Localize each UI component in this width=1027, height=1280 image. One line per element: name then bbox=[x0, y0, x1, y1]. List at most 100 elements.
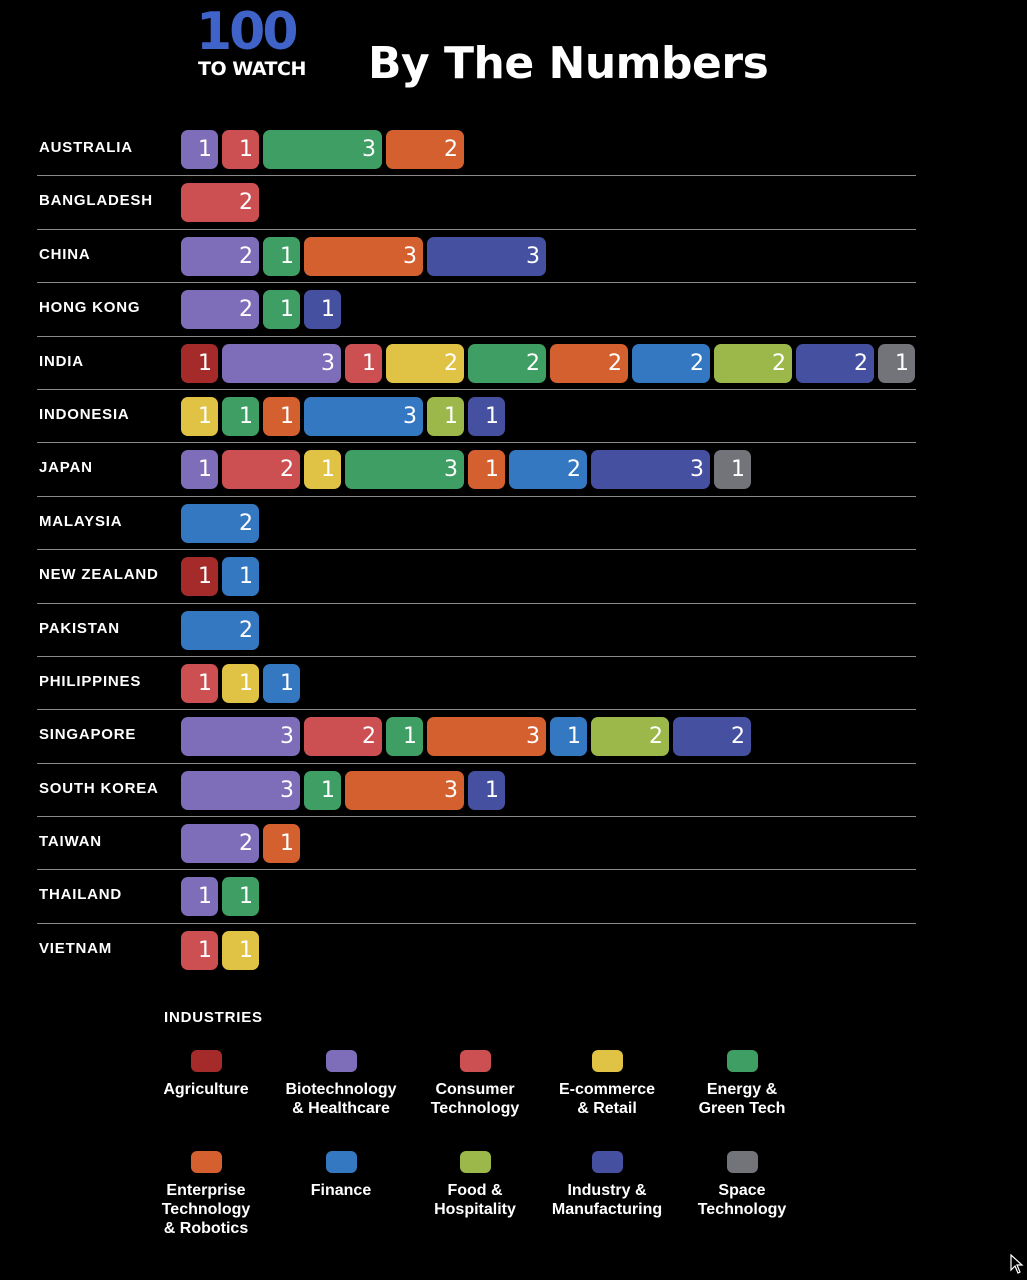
country-label: SOUTH KOREA bbox=[39, 779, 159, 797]
bar-food-hospitality: 1 bbox=[427, 396, 464, 436]
bar-value-label: 2 bbox=[444, 137, 458, 162]
country-label: CHINA bbox=[39, 245, 91, 263]
bar-value-label: 2 bbox=[362, 724, 376, 750]
bar-value-label: 1 bbox=[280, 670, 294, 696]
row-hong-kong: HONG KONG 2 1 1 bbox=[37, 283, 916, 337]
bar-biotechnology-healthcare: 2 bbox=[181, 824, 259, 864]
bar-energy-green-tech: 1 bbox=[222, 877, 259, 917]
country-label: VIETNAM bbox=[39, 939, 113, 957]
row-japan: JAPAN 1 2 1 3 1 2 3 1 bbox=[37, 443, 916, 497]
legend-swatch bbox=[190, 1151, 222, 1173]
bar-enterprise-technology-robotics: 1 bbox=[263, 396, 300, 436]
bar-industry-manufacturing: 1 bbox=[304, 290, 341, 330]
row-india: INDIA 1 3 1 2 2 2 2 2 2 1 bbox=[37, 337, 916, 390]
legend-label: Agriculture bbox=[163, 1081, 249, 1098]
bar-value-label: 2 bbox=[649, 724, 663, 750]
bar-value-label: 2 bbox=[567, 457, 581, 483]
bar-biotechnology-healthcare: 1 bbox=[181, 450, 218, 490]
bar-industry-manufacturing: 1 bbox=[468, 770, 505, 810]
bar-biotechnology-healthcare: 2 bbox=[181, 290, 259, 330]
country-label: INDIA bbox=[39, 352, 84, 370]
bar-value-label: 2 bbox=[772, 350, 786, 376]
bar-space-technology: 1 bbox=[878, 343, 915, 383]
bar-finance: 2 bbox=[181, 503, 259, 543]
row-indonesia: INDONESIA 1 1 1 3 1 1 bbox=[37, 390, 916, 444]
bar-value-label: 1 bbox=[198, 564, 212, 590]
bar-value-label: 1 bbox=[239, 403, 253, 429]
logo-number: 100 bbox=[196, 2, 299, 62]
bar-value-label: 2 bbox=[239, 190, 253, 216]
country-label: SINGAPORE bbox=[39, 726, 137, 744]
legend-label: Space Technology bbox=[697, 1182, 787, 1218]
bar-finance: 1 bbox=[263, 663, 300, 703]
country-label: PHILIPPINES bbox=[39, 672, 142, 690]
bar-value-label: 3 bbox=[526, 724, 540, 750]
row-australia: AUSTRALIA 1 1 3 2 bbox=[37, 123, 916, 177]
legend-label: Biotechnology & Healthcare bbox=[285, 1081, 397, 1117]
legend-label: Consumer Technology bbox=[430, 1081, 520, 1117]
legend-swatch bbox=[325, 1050, 357, 1072]
legend-item-enterprise-technology-robotics: Enterprise Technology & Robotics bbox=[131, 1151, 281, 1238]
bar-value-label: 3 bbox=[403, 403, 417, 429]
bar-food-hospitality: 2 bbox=[714, 343, 792, 383]
legend-label: Energy & Green Tech bbox=[698, 1081, 786, 1117]
legend-item-energy-green-tech: Energy & Green Tech bbox=[667, 1050, 817, 1118]
bar-consumer-technology: 2 bbox=[181, 183, 259, 223]
bar-energy-green-tech: 1 bbox=[222, 396, 259, 436]
bar-value-label: 1 bbox=[485, 777, 499, 803]
bar-industry-manufacturing: 2 bbox=[673, 717, 751, 757]
bar-value-label: 1 bbox=[198, 350, 212, 376]
country-label: INDONESIA bbox=[39, 405, 130, 423]
bar-industry-manufacturing: 1 bbox=[468, 396, 505, 436]
page-title: By The Numbers bbox=[368, 38, 769, 89]
legend-label: Food & Hospitality bbox=[434, 1182, 516, 1218]
bar-enterprise-technology-robotics: 2 bbox=[386, 130, 464, 169]
bar-biotechnology-healthcare: 1 bbox=[181, 877, 218, 917]
bar-value-label: 3 bbox=[321, 350, 335, 376]
bar-enterprise-technology-robotics: 2 bbox=[550, 343, 628, 383]
legend-item-industry-manufacturing: Industry & Manufacturing bbox=[532, 1151, 682, 1219]
header: 100 TO WATCH By The Numbers bbox=[196, 4, 796, 100]
bar-enterprise-technology-robotics: 3 bbox=[345, 770, 464, 810]
legend-label: Enterprise Technology & Robotics bbox=[161, 1182, 251, 1237]
bar-e-commerce-retail: 1 bbox=[222, 663, 259, 703]
bar-energy-green-tech: 1 bbox=[386, 717, 423, 757]
bar-e-commerce-retail: 1 bbox=[181, 396, 218, 436]
bar-biotechnology-healthcare: 1 bbox=[181, 130, 218, 169]
bar-finance: 1 bbox=[550, 717, 587, 757]
row-thailand: THAILAND 1 1 bbox=[37, 870, 916, 924]
bar-energy-green-tech: 1 bbox=[304, 770, 341, 810]
bar-consumer-technology: 1 bbox=[181, 930, 218, 970]
bar-finance: 2 bbox=[181, 610, 259, 650]
bar-value-label: 2 bbox=[280, 457, 294, 483]
bar-food-hospitality: 2 bbox=[591, 717, 669, 757]
bar-value-label: 3 bbox=[280, 724, 294, 750]
bar-value-label: 1 bbox=[239, 937, 253, 963]
legend-swatch bbox=[591, 1050, 623, 1072]
row-vietnam: VIETNAM 1 1 bbox=[37, 924, 916, 977]
bar-value-label: 3 bbox=[444, 457, 458, 483]
bar-consumer-technology: 1 bbox=[222, 130, 259, 169]
bar-e-commerce-retail: 2 bbox=[386, 343, 464, 383]
row-bangladesh: BANGLADESH 2 bbox=[37, 176, 916, 230]
bar-e-commerce-retail: 1 bbox=[304, 450, 341, 490]
bar-value-label: 1 bbox=[280, 403, 294, 429]
bar-value-label: 1 bbox=[444, 403, 458, 429]
bar-enterprise-technology-robotics: 1 bbox=[263, 824, 300, 864]
bar-industry-manufacturing: 2 bbox=[796, 343, 874, 383]
bar-biotechnology-healthcare: 3 bbox=[181, 717, 300, 757]
bar-value-label: 1 bbox=[198, 137, 212, 162]
legend-item-space-technology: Space Technology bbox=[667, 1151, 817, 1219]
bar-value-label: 1 bbox=[321, 297, 335, 323]
bar-value-label: 1 bbox=[403, 724, 417, 750]
legend-swatch bbox=[591, 1151, 623, 1173]
bar-energy-green-tech: 3 bbox=[263, 130, 382, 169]
country-label: HONG KONG bbox=[39, 299, 141, 317]
country-label: PAKISTAN bbox=[39, 619, 120, 637]
legend-item-e-commerce-retail: E-commerce & Retail bbox=[532, 1050, 682, 1118]
bar-value-label: 1 bbox=[567, 724, 581, 750]
bar-finance: 2 bbox=[509, 450, 587, 490]
bar-value-label: 3 bbox=[444, 777, 458, 803]
bar-value-label: 1 bbox=[280, 243, 294, 269]
bar-value-label: 3 bbox=[362, 137, 376, 162]
